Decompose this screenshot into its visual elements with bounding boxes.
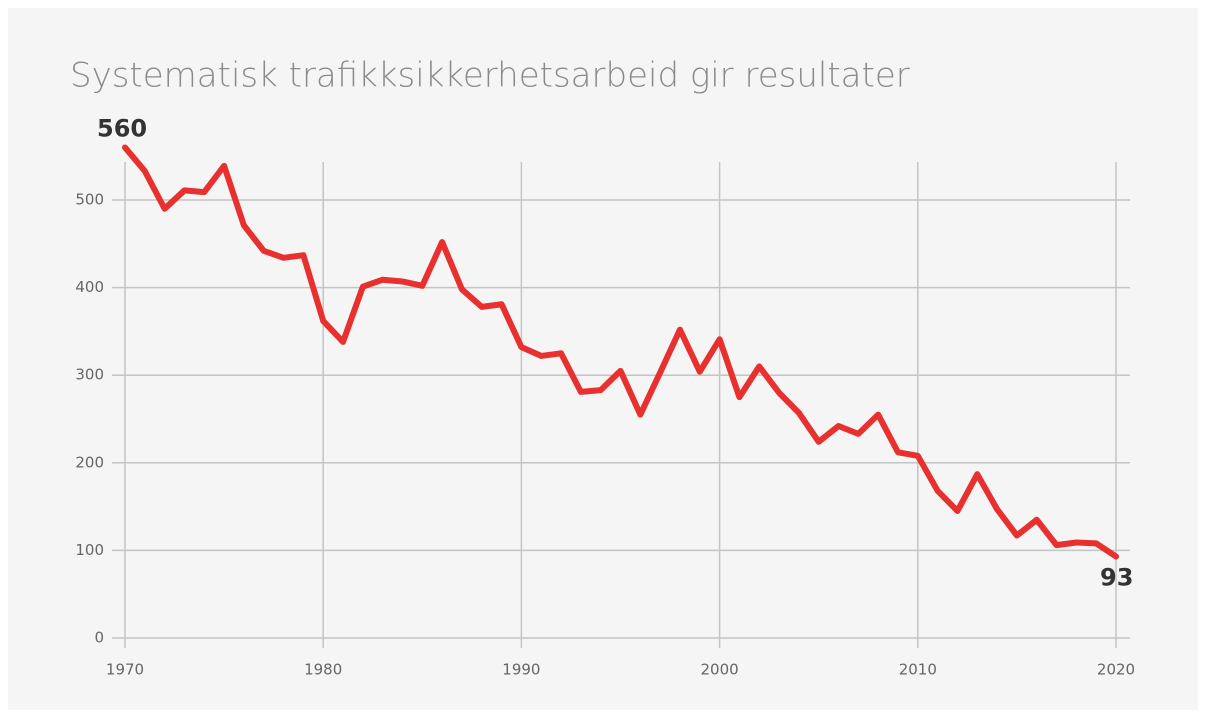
line-series [122,144,1119,560]
panel [8,8,1198,710]
data-label: 560 [97,114,147,142]
y-tick-label: 0 [94,629,104,647]
y-tick-label: 100 [75,541,104,559]
x-tick-label: 1970 [106,661,144,679]
x-tick-label: 1990 [502,661,540,679]
y-tick-label: 300 [75,366,104,384]
y-tick-label: 400 [75,278,104,296]
y-tick-label: 200 [75,453,104,471]
x-tick-label: 2000 [701,661,739,679]
data-label: 93 [1100,564,1133,592]
x-tick-label: 2010 [899,661,937,679]
x-tick-label: 1980 [304,661,342,679]
x-tick-label: 2020 [1097,661,1135,679]
chart-title: Systematisk trafikksikkerhetsarbeid gir … [70,56,910,96]
y-tick-label: 500 [75,191,104,209]
